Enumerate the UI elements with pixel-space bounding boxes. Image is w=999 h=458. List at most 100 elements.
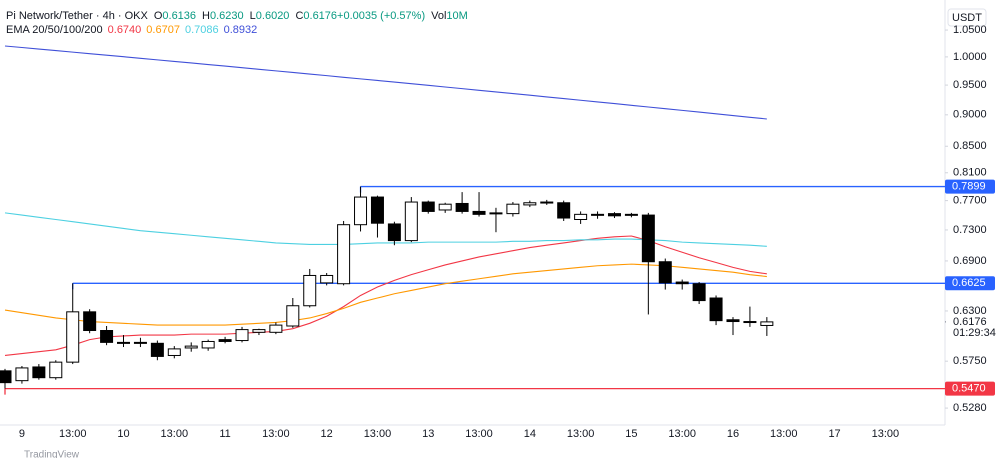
x-tick-label: 13:00 [465,428,493,440]
candle-body [337,224,351,285]
indicator-value: 0.8932 [224,24,258,36]
candle-body [726,319,740,323]
candle-body [523,202,537,206]
candle-body [455,202,469,212]
candle-body [269,324,283,333]
x-tick-label: 13:00 [567,428,595,440]
y-tick-label: 0.6300 [953,305,987,317]
y-tick-label: 0.5280 [953,402,987,414]
y-tick-label: 0.6900 [953,255,987,267]
level-label: 0.6625 [952,277,986,289]
ema-line [4,45,767,120]
candle-body [32,366,46,379]
candle-body [252,329,266,333]
header-key: O [154,10,163,22]
indicator-value: 0.7086 [185,24,219,36]
y-tick-label: 1.0500 [953,24,987,36]
candle-body [286,305,300,327]
x-tick-label: 13:00 [364,428,392,440]
candle-body [100,330,114,343]
candle-body [421,201,435,212]
x-tick-label: 14 [524,428,536,440]
indicator-header: EMA 20/50/100/200 0.6740 0.6707 0.7086 0.893… [6,24,257,36]
x-tick-label: 13:00 [668,428,696,440]
x-tick-label: 10 [117,428,129,440]
candle-body [66,311,80,363]
candle-body [49,361,63,379]
x-tick-label: 12 [321,428,333,440]
header-value: 10M [446,10,467,22]
last-price: 0.6176 [953,316,987,328]
header-value: +0.0035 (+0.57%) [337,10,425,22]
candle-body [218,339,232,342]
header-value: 0.6136 [162,10,196,22]
candle-body [743,321,757,324]
header-value: 0.6020 [256,10,290,22]
level-label-box [945,276,995,291]
last-price-box [946,315,998,340]
header-key: C [295,10,303,22]
candle-body [387,223,401,242]
candle-body [709,297,723,322]
x-tick-label: 9 [19,428,25,440]
candle-body [506,203,520,215]
candle-body [591,213,605,216]
ema-line [4,212,767,247]
candle-body [370,196,384,224]
candle-body [607,213,621,217]
x-tick-label: 13:00 [262,428,290,440]
header-key: Vol [431,10,446,22]
plot-area [0,45,945,395]
candle-body [472,210,486,215]
candle-body [489,212,503,215]
countdown: 01:29:34 [953,327,996,339]
level-label-box [945,381,995,396]
x-tick-label: 13:00 [872,428,900,440]
chart-header: Pi Network/Tether · 4h · OKX O0.6136 H0.62… [6,10,468,22]
x-tick-label: 13 [422,428,434,440]
level-label: 0.7899 [952,180,986,192]
x-tick-label: 13:00 [59,428,87,440]
x-tick-label: 17 [828,428,840,440]
candle-body [167,348,181,356]
level-label: 0.5470 [952,383,986,395]
footer-brand: TradingView [24,450,80,458]
x-tick-label: 13:00 [161,428,189,440]
candle-body [303,274,317,307]
candle-body [235,329,249,342]
candle-body [354,196,368,226]
y-tick-label: 0.5750 [953,355,987,367]
candle-body [150,342,164,357]
header-value: 0.6176 [303,10,337,22]
candle-body [574,213,588,220]
x-tick-label: 13:00 [770,428,798,440]
ema-line [4,235,767,357]
y-tick-label: 0.8100 [953,167,987,179]
currency-box[interactable] [947,8,987,27]
indicator-value: 0.6740 [108,24,142,36]
y-tick-label: 0.8500 [953,140,987,152]
candle-body [692,283,706,302]
candle-body [184,345,198,349]
header-value: 0.6230 [210,10,244,22]
candle-body [624,213,638,216]
indicator-value: 0.6707 [146,24,180,36]
y-tick-label: 0.7700 [953,195,987,207]
indicator-name: EMA 20/50/100/200 [6,24,103,36]
candle-body [540,201,554,204]
y-tick-label: 0.7300 [953,224,987,236]
x-tick-label: 11 [219,428,230,440]
candle-body [557,202,571,219]
candle-body [438,203,452,211]
candle-body [117,341,131,344]
candle-body [658,261,672,284]
header-key: L [250,10,256,22]
y-tick-label: 1.0000 [953,51,987,63]
x-tick-label: 16 [727,428,739,440]
header-key: H [202,10,210,22]
candle-body [641,214,655,263]
candle-body [83,311,97,332]
currency[interactable]: USDT [952,12,982,24]
